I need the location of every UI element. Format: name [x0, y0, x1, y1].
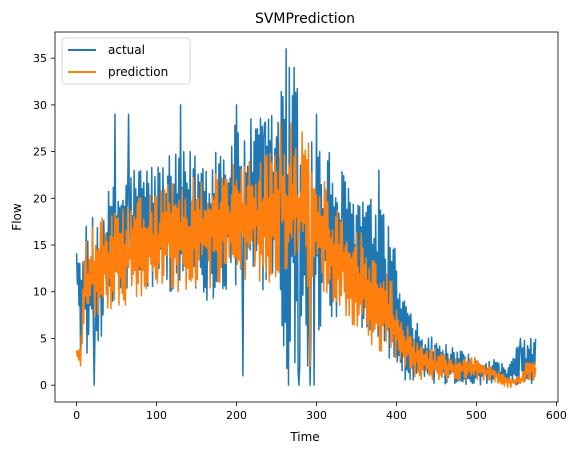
legend: actual prediction [61, 37, 191, 85]
x-tick-label: 400 [386, 409, 407, 422]
x-tick-label: 600 [546, 409, 567, 422]
y-axis-label: Flow [10, 203, 24, 231]
x-tick-label: 200 [226, 409, 247, 422]
x-tick-label: 100 [146, 409, 167, 422]
y-tick-label: 30 [33, 99, 47, 112]
y-tick-label: 5 [40, 332, 47, 345]
legend-label-actual: actual [108, 43, 145, 57]
y-tick-label: 35 [33, 52, 47, 65]
plot-border [54, 31, 559, 403]
y-tick-label: 20 [33, 192, 47, 205]
y-tick-label: 10 [33, 286, 47, 299]
chart-title: SVMPrediction [255, 11, 355, 27]
series-layer [75, 48, 537, 389]
y-tick-label: 0 [40, 379, 47, 392]
x-tick-label: 300 [306, 409, 327, 422]
x-tick-label: 0 [73, 409, 80, 422]
series-line-prediction [75, 122, 537, 389]
legend-label-prediction: prediction [108, 65, 168, 79]
x-tick-label: 500 [466, 409, 487, 422]
x-axis-label: Time [289, 430, 319, 444]
y-tick-label: 15 [33, 239, 47, 252]
y-tick-label: 25 [33, 146, 47, 159]
axes-layer: 0 100 200 300 400 500 600 0 5 10 15 20 25 30 35 [33, 52, 567, 422]
